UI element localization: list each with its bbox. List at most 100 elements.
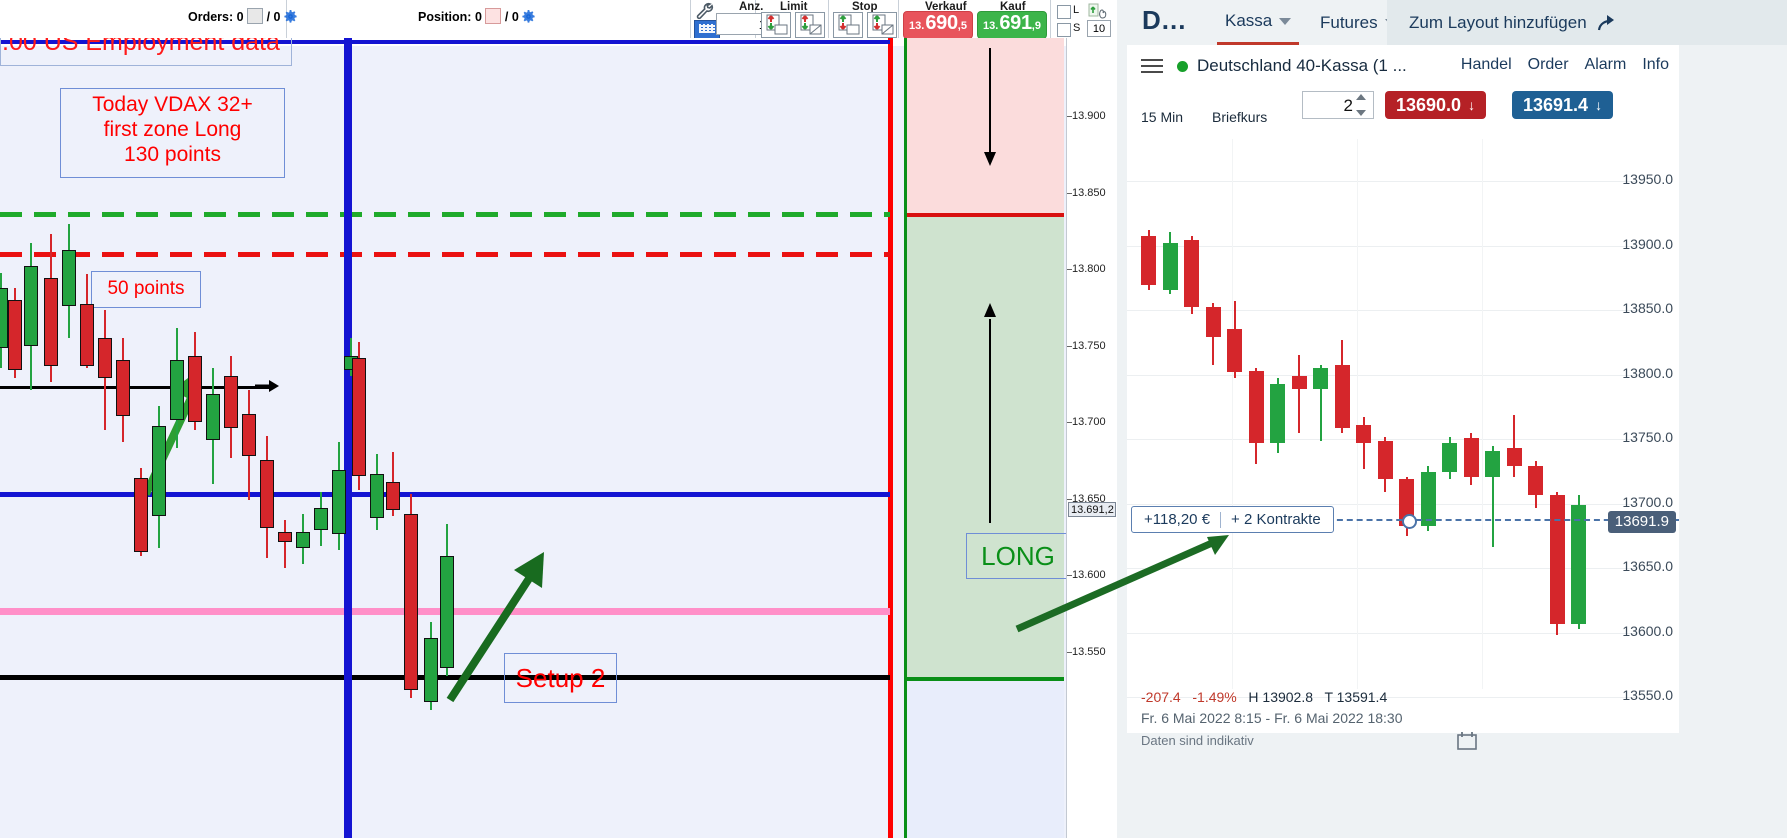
short-arrow-icon: [984, 48, 996, 166]
timeframe-label[interactable]: 15 Min: [1141, 109, 1184, 125]
candlestick: [0, 273, 8, 368]
sell-price-prefix: 13.: [909, 20, 925, 32]
price-scale-left[interactable]: 13.900 13.850 13.800 13.750 13.700 13.650 13.6…: [1066, 38, 1117, 838]
trading-toolbar: Orders: 0 / 0 Position: 0 / 0: [0, 0, 1117, 39]
candlestick: [332, 442, 346, 550]
candlestick: [260, 436, 274, 558]
sell-price-button[interactable]: 13. 690 , 5: [903, 11, 973, 39]
candlestick: [152, 406, 166, 548]
candlestick: [314, 492, 328, 546]
price-tick: 13.800: [1072, 263, 1106, 275]
buy-tick-arrow-icon: ↓: [1595, 97, 1603, 113]
buy-quote-button[interactable]: 13691.4 ↓: [1512, 91, 1614, 119]
limit-buy-icon[interactable]: [761, 12, 791, 38]
buy-price-button[interactable]: 13. 691 , 9: [977, 11, 1047, 39]
checkbox-long[interactable]: [1057, 5, 1071, 19]
candlestick: [1141, 229, 1156, 291]
long-zone: [904, 215, 1064, 681]
price-type-label[interactable]: Briefkurs: [1212, 109, 1268, 125]
header-note-box: [0, 38, 292, 66]
candlestick: [1291, 355, 1307, 433]
candlestick: [134, 468, 148, 556]
axis-tick: 13900.0: [1622, 235, 1673, 252]
stop-sell-icon[interactable]: [867, 12, 897, 38]
candlestick: [8, 288, 22, 378]
instrument-links: Handel Order Alarm Info: [1461, 56, 1669, 74]
axis-tick: 13700.0: [1622, 493, 1673, 510]
green-dashed-line: [0, 212, 890, 217]
candlestick: [1506, 414, 1522, 477]
candlestick: [370, 454, 384, 530]
broker-price-axis[interactable]: 13950.0 13900.0 13850.0 13800.0 13750.0 13700…: [1597, 139, 1679, 703]
annotation-setup-2: Setup 2: [504, 653, 617, 703]
price-tick: 13.850: [1072, 186, 1106, 199]
candlestick: [206, 368, 220, 484]
menu-icon[interactable]: [1141, 59, 1163, 73]
zone-upper-boundary: [904, 213, 1064, 217]
checkbox-short-label: S: [1073, 22, 1081, 34]
candlestick: [224, 356, 238, 458]
candlestick: [1442, 436, 1457, 480]
limit-sell-icon[interactable]: [795, 12, 825, 38]
points-input[interactable]: 10: [1087, 20, 1111, 37]
instrument-card: Deutschland 40-Kassa (1 ... Handel Order…: [1015, 45, 1679, 750]
checkbox-short[interactable]: [1057, 23, 1071, 37]
axis-tick: 13950.0: [1622, 171, 1673, 187]
axis-tick: 13800.0: [1622, 364, 1673, 381]
measure-arrow-icon: [255, 380, 279, 392]
buy-caption: Kauf: [1000, 1, 1026, 13]
blue-line-top: [0, 40, 890, 44]
gear-icon[interactable]: [284, 10, 297, 23]
red-vertical-line: [888, 38, 893, 838]
stop-buy-icon[interactable]: [833, 12, 863, 38]
candlestick: [1227, 300, 1242, 379]
calendar-icon[interactable]: [1457, 731, 1477, 750]
position-marker-icon: [1402, 514, 1417, 529]
quantity-stepper[interactable]: [1355, 94, 1367, 116]
analysis-chart[interactable]: .00 US Employment data Today VDAX 32+ fi…: [0, 38, 1066, 838]
gear-icon[interactable]: [522, 10, 535, 23]
platform-pane: Orders: 0 / 0 Position: 0 / 0: [0, 0, 1117, 838]
add-to-layout-button[interactable]: Zum Layout hinzufügen: [1387, 0, 1787, 45]
axis-tick: 13550.0: [1622, 687, 1673, 703]
candlestick: [1571, 494, 1586, 630]
pnl-badge[interactable]: +118,20 € + 2 Kontrakte: [1131, 506, 1334, 533]
link-info[interactable]: Info: [1642, 56, 1669, 73]
sell-quote-price: 13690.0: [1396, 94, 1462, 115]
annotation-vdax-line2: first zone Long: [103, 117, 242, 141]
link-alarm[interactable]: Alarm: [1584, 56, 1627, 73]
link-order[interactable]: Order: [1527, 56, 1569, 73]
instrument-name[interactable]: Deutschland 40-Kassa (1 ...: [1197, 56, 1407, 75]
buy-price-decimal: 9: [1034, 20, 1041, 32]
change-absolute: -207.4: [1141, 689, 1181, 705]
position-readout: Position: 0 / 0: [418, 8, 535, 24]
broker-footer: -207.4 -1.49% H 13902.8 T 13591.4 Fr. 6 …: [1127, 689, 1679, 750]
short-zone: [904, 38, 1064, 215]
candlestick: [1162, 232, 1178, 295]
tab-kassa[interactable]: Kassa: [1217, 0, 1300, 45]
candlestick: [404, 494, 418, 698]
candlestick: [1334, 339, 1350, 433]
sell-quote-button[interactable]: 13690.0 ↓: [1385, 91, 1487, 119]
price-tick: 13.600: [1072, 569, 1106, 581]
candlestick: [1420, 466, 1436, 532]
pnl-amount: +118,20 €: [1144, 511, 1211, 528]
blue-vertical-line: [344, 38, 352, 838]
session-range: Fr. 6 Mai 2022 8:15 - Fr. 6 Mai 2022 18:…: [1141, 710, 1403, 726]
buy-price-main: 691: [999, 12, 1032, 34]
broker-chart[interactable]: +118,20 € + 2 Kontrakte 13950.0 13900.0 13…: [1015, 139, 1679, 703]
candlestick: [242, 390, 256, 500]
candlestick: [98, 310, 112, 430]
candlestick: [1485, 445, 1500, 547]
link-handel[interactable]: Handel: [1460, 56, 1512, 73]
candlestick: [440, 524, 454, 676]
candlestick: [1356, 417, 1371, 469]
hand-cursor-icon[interactable]: [1088, 2, 1110, 20]
data-disclaimer: Daten sind indikativ: [1141, 733, 1254, 748]
stop-caption: Stop: [852, 1, 878, 13]
wrench-icon[interactable]: [694, 1, 718, 21]
blue-line-mid: [0, 492, 890, 497]
broker-logo[interactable]: D...: [1142, 5, 1187, 35]
candlestick: [1184, 236, 1199, 314]
position-label: Position:: [418, 10, 472, 24]
